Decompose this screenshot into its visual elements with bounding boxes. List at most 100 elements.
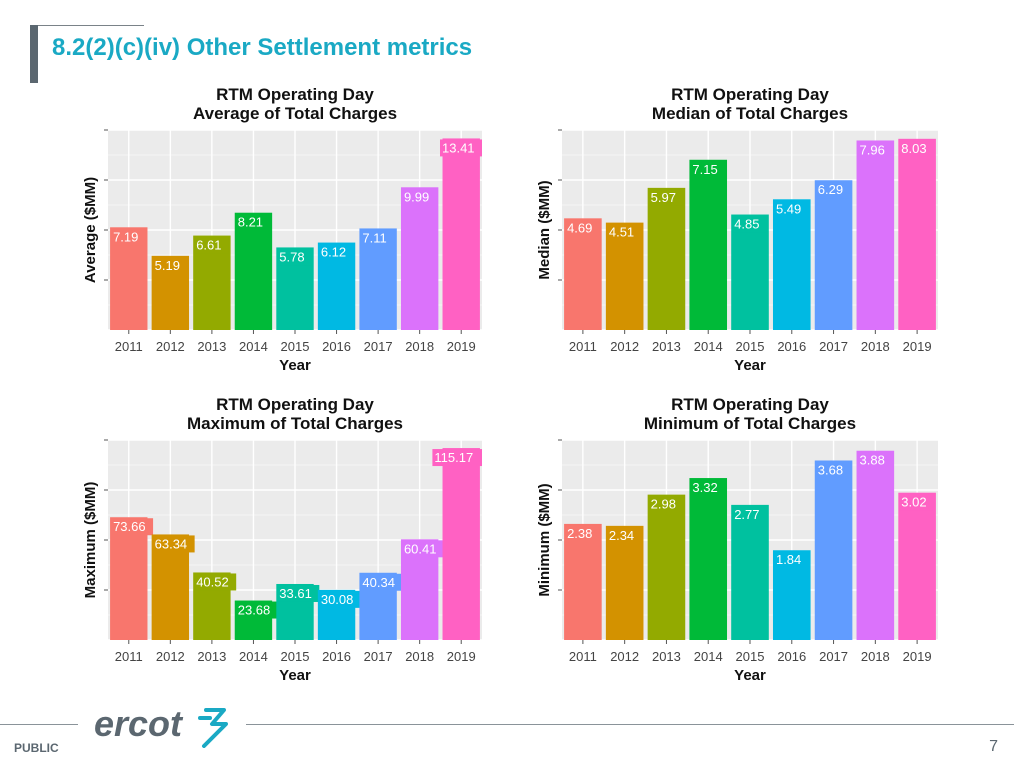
value-label-bg — [606, 223, 642, 241]
bar-2019 — [898, 138, 936, 330]
value-label-text: 13.41 — [442, 140, 475, 155]
value-label-text: 40.34 — [362, 575, 395, 590]
value-label-2012: 4.51 — [606, 223, 642, 241]
value-label-bg — [773, 551, 809, 569]
value-label-bg — [732, 215, 767, 233]
y-axis-label: Median ($MM) — [536, 180, 553, 279]
chart-subtitle: Median of Total Charges — [652, 104, 848, 123]
value-label-2015: 4.85 — [732, 215, 767, 233]
footer-line-right — [246, 724, 1014, 725]
value-label-bg — [565, 524, 600, 542]
x-tick-label: 2014 — [694, 339, 723, 354]
bar-2019 — [442, 448, 480, 640]
bar-2011 — [110, 517, 148, 640]
bar-2014 — [234, 212, 273, 330]
value-label-bg — [401, 540, 444, 558]
value-label-text: 2.77 — [734, 507, 759, 522]
value-label-text: 60.41 — [404, 541, 437, 556]
bar-2018 — [400, 187, 439, 330]
bar-2015 — [731, 504, 769, 640]
value-label-2016: 6.12 — [318, 243, 354, 261]
value-label-bg — [899, 493, 934, 511]
x-tick-label: 2016 — [777, 649, 806, 664]
value-label-2018: 9.99 — [401, 188, 437, 206]
value-label-text: 5.97 — [651, 190, 676, 205]
value-label-bg — [690, 479, 725, 497]
x-tick-label: 2018 — [861, 339, 890, 354]
x-tick-label: 2011 — [569, 339, 597, 354]
value-label-bg — [899, 139, 934, 157]
value-label-text: 33.61 — [279, 586, 312, 601]
x-axis-label: Year — [279, 357, 311, 374]
x-tick-label: 2011 — [569, 649, 597, 664]
value-label-2015: 2.77 — [732, 505, 767, 523]
value-label-bg — [648, 495, 684, 513]
x-tick-label: 2017 — [819, 649, 848, 664]
value-label-text: 4.85 — [734, 217, 759, 232]
value-label-2011: 2.38 — [565, 524, 600, 542]
value-label-bg — [432, 449, 482, 467]
x-tick-label: 2013 — [652, 339, 681, 354]
value-label-text: 5.49 — [776, 201, 801, 216]
chart-subtitle: Minimum of Total Charges — [644, 414, 856, 433]
bar-2013 — [647, 494, 686, 640]
value-label-text: 5.19 — [155, 258, 180, 273]
value-label-text: 3.32 — [692, 480, 717, 495]
ercot-logo: ercot — [94, 703, 228, 748]
value-label-bg — [648, 188, 684, 206]
bar-2018 — [856, 450, 895, 640]
value-label-bg — [277, 584, 320, 602]
x-tick-label: 2018 — [405, 339, 434, 354]
x-tick-label: 2017 — [819, 339, 848, 354]
value-label-2013: 5.97 — [648, 188, 684, 206]
value-label-text: 7.19 — [113, 229, 138, 244]
value-label-text: 115.17 — [434, 450, 473, 465]
value-label-bg — [815, 461, 851, 479]
bar-2015 — [731, 214, 769, 330]
value-label-2013: 40.52 — [194, 573, 237, 591]
value-label-2019: 13.41 — [440, 139, 482, 157]
x-tick-label: 2015 — [281, 339, 310, 354]
value-label-2016: 30.08 — [318, 590, 361, 608]
value-label-text: 73.66 — [113, 519, 146, 534]
x-tick-label: 2017 — [364, 339, 393, 354]
value-label-text: 6.61 — [196, 238, 221, 253]
value-label-bg — [111, 518, 154, 536]
value-label-text: 8.03 — [901, 141, 926, 156]
value-label-text: 3.88 — [860, 453, 885, 468]
value-label-2015: 5.78 — [277, 248, 312, 266]
ercot-mark-icon — [198, 708, 228, 748]
value-label-2017: 7.11 — [360, 229, 395, 247]
value-label-bg — [773, 200, 809, 218]
x-tick-label: 2016 — [322, 649, 351, 664]
y-axis-label: Maximum ($MM) — [82, 482, 99, 599]
value-label-bg — [235, 213, 271, 231]
value-label-2019: 3.02 — [899, 493, 934, 511]
x-tick-label: 2019 — [447, 649, 476, 664]
bar-2014 — [689, 159, 728, 330]
x-tick-label: 2011 — [115, 339, 143, 354]
value-label-bg — [152, 535, 195, 553]
value-label-text: 2.98 — [651, 497, 676, 512]
bar-2019 — [898, 492, 936, 640]
value-label-text: 6.29 — [818, 182, 843, 197]
x-tick-label: 2014 — [239, 649, 268, 664]
bar-2014 — [689, 478, 728, 640]
x-axis-label: Year — [279, 667, 311, 684]
x-tick-label: 2014 — [694, 649, 723, 664]
x-tick-label: 2016 — [777, 339, 806, 354]
value-label-bg — [440, 139, 482, 157]
y-axis-label: Minimum ($MM) — [536, 483, 553, 596]
value-label-text: 5.78 — [279, 249, 304, 264]
value-label-bg — [360, 573, 403, 591]
value-label-text: 2.34 — [609, 528, 634, 543]
value-label-text: 23.68 — [238, 603, 271, 618]
value-label-bg — [815, 181, 851, 199]
value-label-text: 4.51 — [609, 225, 634, 240]
value-label-bg — [318, 243, 354, 261]
x-tick-label: 2012 — [156, 339, 185, 354]
value-label-2018: 3.88 — [857, 451, 892, 469]
